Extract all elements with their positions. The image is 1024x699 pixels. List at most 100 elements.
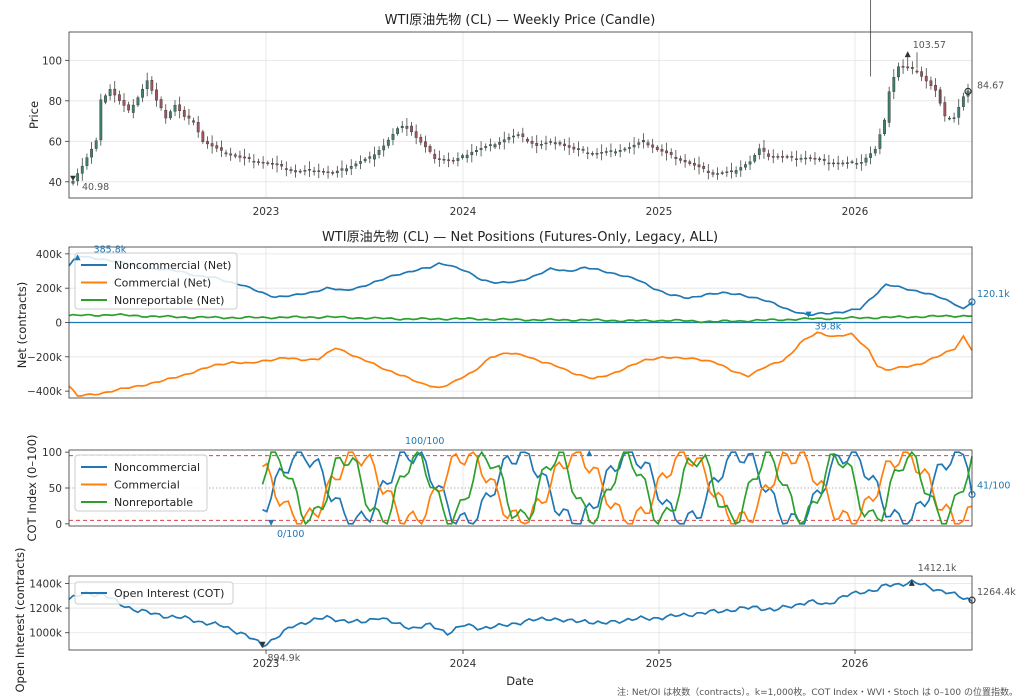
price-candle	[456, 158, 460, 161]
price-candle	[331, 172, 335, 174]
net-last-marker	[968, 298, 976, 306]
price-candle	[298, 170, 302, 173]
price-candle	[419, 136, 423, 143]
price-candle	[818, 158, 822, 161]
price-candle	[173, 104, 177, 112]
price-candle	[934, 85, 937, 91]
cot-min-marker	[268, 519, 275, 526]
price-candle	[424, 141, 427, 148]
cot-series-noncommercial	[262, 450, 973, 525]
oi-min-label: 894.9k	[268, 653, 301, 664]
oi-ylabel: Open Interest (contracts)	[13, 547, 27, 692]
price-candle	[498, 141, 502, 145]
price-candle	[952, 117, 956, 119]
price-candle	[470, 151, 474, 156]
price-candle	[159, 99, 163, 109]
cot-legend-box	[74, 454, 208, 512]
price-candle	[479, 148, 483, 150]
price-candle	[326, 171, 330, 174]
net-last-label: 120.1k	[977, 289, 1010, 300]
price-candle	[373, 154, 376, 160]
price-candle	[349, 166, 353, 169]
net-min-marker	[805, 311, 812, 318]
price-y-tick: 40	[49, 177, 62, 189]
price-candle	[192, 120, 195, 123]
net-positions-chart: −400k −200k 0 200k 400k Noncommercial (Net) Co…	[27, 244, 1010, 399]
open-interest-chart: 1000k 1200k 1400k 2023 2024 2025 2026 Open Inte…	[29, 563, 1016, 670]
price-candle	[632, 144, 636, 148]
net-series-commercial	[68, 331, 973, 397]
price-candle	[669, 152, 673, 155]
price-candle	[521, 133, 525, 137]
price-candle	[665, 150, 668, 154]
price-candle	[141, 88, 144, 98]
price-candle	[386, 139, 390, 146]
price-candle	[526, 138, 529, 142]
price-candle	[549, 141, 553, 143]
price-candle	[846, 162, 849, 164]
price-candle	[790, 156, 794, 158]
price-candle	[71, 180, 75, 184]
oi-x-tick: 2025	[646, 658, 673, 670]
net-legend: Noncommercial (Net) Commercial (Net) Nonre…	[74, 252, 238, 310]
price-candle	[757, 148, 761, 155]
price-candle	[623, 148, 627, 151]
price-candle	[674, 156, 678, 159]
price-candle	[878, 134, 882, 149]
oi-max-marker	[908, 579, 915, 586]
oi-min-marker	[259, 641, 266, 648]
net-min-label: 39.8k	[815, 322, 842, 333]
price-candle	[609, 150, 613, 152]
price-x-tick: 2023	[253, 206, 280, 218]
price-candle	[80, 165, 84, 174]
price-candle	[271, 163, 274, 165]
price-min-label: 40.98	[82, 182, 109, 193]
oi-last-marker	[968, 596, 976, 604]
price-candle	[753, 155, 757, 162]
price-candle	[720, 172, 724, 174]
price-candle	[716, 173, 719, 175]
price-candle	[641, 140, 645, 143]
price-candle	[359, 161, 362, 164]
cot-last-label: 41/100	[977, 480, 1010, 491]
oi-x-tick: 2023	[253, 658, 280, 670]
price-candle	[692, 163, 696, 166]
cot-frame	[68, 449, 973, 527]
price-candle	[586, 152, 590, 155]
price-candle	[396, 128, 400, 134]
price-x-tick: 2024	[450, 206, 477, 218]
price-candle	[567, 145, 571, 148]
price-candle	[646, 142, 650, 146]
price-candle	[739, 167, 743, 171]
price-last-label: 84.67	[977, 80, 1004, 91]
price-candle	[961, 96, 965, 107]
price-candle	[196, 121, 200, 133]
price-candle	[108, 89, 112, 96]
oi-x-tick: 2024	[450, 658, 477, 670]
price-candle	[808, 157, 812, 159]
oi-y-tick: 1200k	[29, 603, 63, 615]
price-candle	[660, 149, 664, 152]
price-candle	[762, 147, 766, 152]
price-candle	[841, 162, 845, 165]
price-candle	[145, 80, 149, 90]
price-candle	[122, 100, 126, 106]
oi-max-label: 1412.1k	[918, 563, 957, 574]
price-candle	[168, 111, 172, 119]
price-ylabel: Price	[27, 101, 41, 129]
price-candle	[99, 99, 103, 141]
cot-legend: Noncommercial Commercial Nonreportable	[74, 454, 208, 512]
price-candle	[104, 95, 107, 103]
price-last-marker	[964, 87, 972, 95]
price-candle	[887, 91, 891, 123]
price-y-tick: 100	[42, 55, 62, 67]
oi-y-tick: 1000k	[29, 628, 63, 640]
price-x-tick: 2025	[646, 206, 673, 218]
cot-y-tick: 100	[42, 447, 62, 459]
net-legend-label: Noncommercial (Net)	[114, 259, 231, 272]
price-candle	[312, 170, 316, 173]
price-candle	[377, 150, 381, 155]
price-candle	[136, 97, 140, 106]
price-candle	[544, 142, 548, 145]
net-series-nonreportable	[68, 313, 972, 324]
